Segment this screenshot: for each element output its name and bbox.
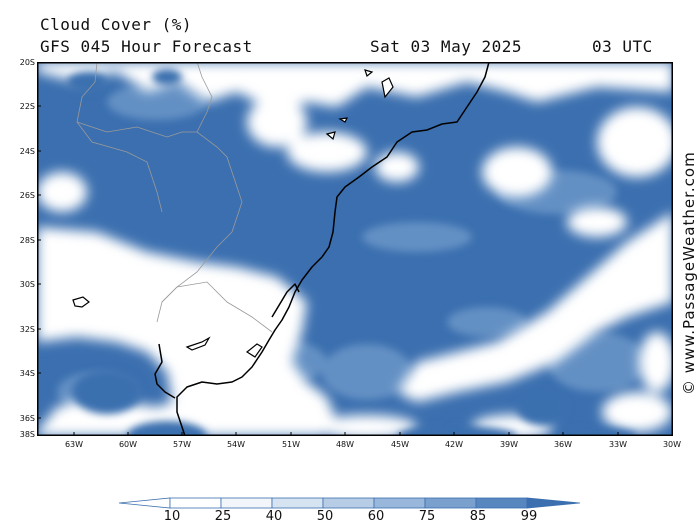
legend-label: 40 [265, 509, 283, 524]
legend-label: 99 [520, 509, 538, 524]
legend-min-arrow [118, 497, 171, 509]
legend-color-cell [475, 497, 528, 509]
lat-label: 32S [19, 325, 35, 334]
lat-label: 34S [19, 369, 35, 378]
lakes [72, 69, 394, 358]
lon-label: 54W [226, 440, 246, 449]
legend-label: 50 [316, 509, 334, 524]
cloud-field-clear [37, 62, 673, 436]
lon-label: 48W [335, 440, 355, 449]
country-borders [76, 62, 273, 333]
lon-label: 30W [662, 440, 682, 449]
legend-color-cell [169, 497, 222, 509]
legend-color-cell [220, 497, 273, 509]
lat-label: 38S [19, 430, 35, 439]
legend-color-cell [424, 497, 477, 509]
map-frame [37, 62, 673, 436]
map-title: Cloud Cover (%) [40, 15, 192, 34]
legend-label: 10 [163, 509, 181, 524]
lat-label: 28S [19, 236, 35, 245]
lat-label: 36S [19, 414, 35, 423]
legend-color-cell [373, 497, 426, 509]
lat-label: 20S [19, 58, 35, 67]
cloud-cover-map [37, 62, 673, 436]
forecast-subtitle: GFS 045 Hour Forecast [40, 37, 253, 56]
lon-label: 63W [64, 440, 84, 449]
forecast-time: 03 UTC [592, 37, 653, 56]
lat-label: 30S [19, 280, 35, 289]
legend-label: 75 [418, 509, 436, 524]
legend-label: 60 [367, 509, 385, 524]
legend-color-cell [271, 497, 324, 509]
legend-color-cell [322, 497, 375, 509]
legend-max-arrow [526, 497, 581, 509]
lon-label: 57W [172, 440, 192, 449]
lat-label: 26S [19, 191, 35, 200]
copyright-watermark: © www.PassageWeather.com [680, 151, 698, 395]
forecast-date: Sat 03 May 2025 [370, 37, 522, 56]
coastline [154, 62, 490, 436]
lat-label: 22S [19, 102, 35, 111]
lon-label: 51W [281, 440, 301, 449]
lat-label: 24S [19, 147, 35, 156]
lon-label: 42W [444, 440, 464, 449]
lon-label: 45W [390, 440, 410, 449]
lon-label: 36W [553, 440, 573, 449]
lon-label: 60W [118, 440, 138, 449]
legend-label: 85 [469, 509, 487, 524]
color-legend [118, 497, 581, 509]
lon-label: 33W [608, 440, 628, 449]
legend-label: 25 [214, 509, 232, 524]
lon-label: 39W [499, 440, 519, 449]
cloud-field-patches [67, 69, 637, 436]
